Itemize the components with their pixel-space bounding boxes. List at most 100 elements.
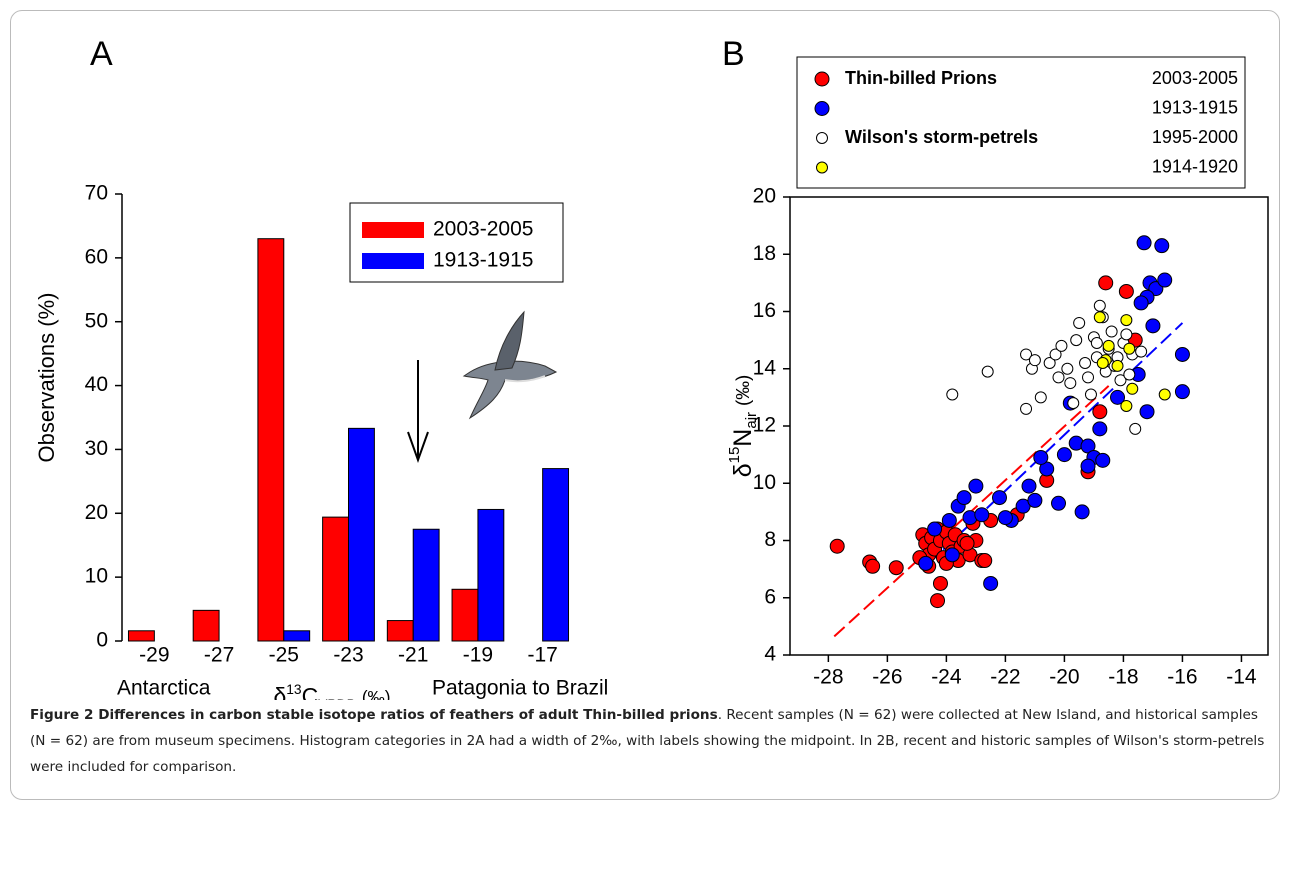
data-point xyxy=(1073,316,1086,329)
data-point xyxy=(968,478,984,494)
caption-title: Figure 2 Differences in carbon stable is… xyxy=(30,707,718,723)
data-point xyxy=(1135,345,1148,358)
x-tick-label: -19 xyxy=(463,644,493,667)
data-point xyxy=(997,510,1013,526)
data-point xyxy=(1080,458,1096,474)
legend-label: 1913-1915 xyxy=(433,249,533,272)
data-point xyxy=(1074,504,1090,520)
data-point xyxy=(1067,397,1080,410)
data-point xyxy=(1020,348,1033,361)
x-tick-label: -21 xyxy=(398,644,428,667)
bar xyxy=(127,630,155,642)
legend-label: 1914-1920 xyxy=(1152,156,1238,176)
y-axis-label: Observations (%) xyxy=(34,293,59,463)
annotation: Antarctica xyxy=(117,677,211,700)
data-point xyxy=(991,490,1007,506)
y-tick-label: 8 xyxy=(764,528,776,551)
x-tick-label: -18 xyxy=(1108,666,1138,689)
data-point xyxy=(1052,371,1065,384)
data-point xyxy=(1092,404,1108,420)
y-tick-label: 16 xyxy=(753,299,776,322)
data-point xyxy=(1090,336,1103,349)
data-point xyxy=(1120,399,1133,412)
data-point xyxy=(944,547,960,563)
data-point xyxy=(1056,447,1072,463)
data-point xyxy=(1082,371,1095,384)
y-tick-label: 14 xyxy=(753,356,777,379)
legend-label: 1913-1915 xyxy=(1152,97,1238,117)
legend-marker xyxy=(816,132,828,144)
data-point xyxy=(1102,339,1115,352)
data-point xyxy=(1174,346,1190,362)
data-point xyxy=(946,388,959,401)
data-point xyxy=(1174,384,1190,400)
x-tick-label: -27 xyxy=(204,644,234,667)
data-point xyxy=(1118,283,1134,299)
bar xyxy=(451,588,479,642)
annotation: Patagonia to Brazil xyxy=(432,677,608,700)
caption: Figure 2 Differences in carbon stable is… xyxy=(30,702,1265,780)
legend-label: 2003-2005 xyxy=(433,218,533,241)
bar xyxy=(257,238,285,642)
data-point xyxy=(1120,328,1133,341)
x-tick-label: -14 xyxy=(1226,666,1257,689)
legend-label: 1995-2000 xyxy=(1152,127,1238,147)
x-tick-label: -20 xyxy=(1049,666,1079,689)
legend-marker xyxy=(816,161,828,174)
data-point xyxy=(1123,368,1136,381)
label-sup: 15 xyxy=(726,447,743,464)
data-point xyxy=(1139,404,1155,420)
legend-label: 2003-2005 xyxy=(1152,68,1238,88)
y-tick-label: 6 xyxy=(764,585,776,608)
bar xyxy=(192,609,220,642)
data-point xyxy=(1123,342,1136,355)
y-tick-label: 10 xyxy=(753,471,776,494)
data-point xyxy=(932,575,948,591)
x-tick-label: -22 xyxy=(990,666,1020,689)
data-point xyxy=(956,490,972,506)
data-point xyxy=(981,365,994,378)
label-unit: (‰) xyxy=(362,687,391,700)
bar xyxy=(542,468,570,642)
legend-group: Thin-billed Prions xyxy=(845,68,997,88)
label-delta: δ xyxy=(273,683,286,700)
label-unit: (‰) xyxy=(732,375,753,406)
data-point xyxy=(1093,311,1106,324)
legend-marker xyxy=(814,71,830,87)
legend-box xyxy=(796,56,1246,189)
y-tick-label: 40 xyxy=(85,373,108,396)
y-tick-label: 0 xyxy=(96,629,108,652)
x-tick-label: -23 xyxy=(333,644,363,667)
axis-label: δ13CVPDB (‰) xyxy=(273,682,390,700)
data-point xyxy=(1049,348,1062,361)
bar xyxy=(477,508,505,642)
data-point xyxy=(829,538,845,554)
data-point xyxy=(1061,362,1074,375)
data-point xyxy=(1098,275,1114,291)
data-point xyxy=(1110,389,1126,405)
bar xyxy=(322,516,350,642)
data-point xyxy=(1129,422,1142,435)
data-point xyxy=(1020,402,1033,415)
data-point xyxy=(1133,295,1149,311)
label-sup: 13 xyxy=(286,682,302,697)
data-point xyxy=(983,575,999,591)
data-point xyxy=(1111,359,1124,372)
axis-label: δ15Nair (‰) xyxy=(726,375,760,478)
y-tick-label: 18 xyxy=(753,242,776,265)
y-tick-label: 30 xyxy=(85,437,108,460)
data-point xyxy=(941,512,957,528)
data-point xyxy=(1157,272,1173,288)
trend-line xyxy=(927,322,1184,565)
y-tick-label: 60 xyxy=(85,245,108,268)
data-point xyxy=(1154,238,1170,254)
data-point xyxy=(1095,452,1111,468)
panel-letter: A xyxy=(90,35,113,73)
caption-text: . Recent samples (N = 62) were collected… xyxy=(30,707,1265,775)
y-tick-label: 10 xyxy=(85,565,108,588)
arrow-head xyxy=(407,431,429,463)
legend-group: Wilson's storm-petrels xyxy=(845,127,1038,147)
label-sub: VPDB xyxy=(318,697,356,700)
data-point xyxy=(1033,449,1049,465)
